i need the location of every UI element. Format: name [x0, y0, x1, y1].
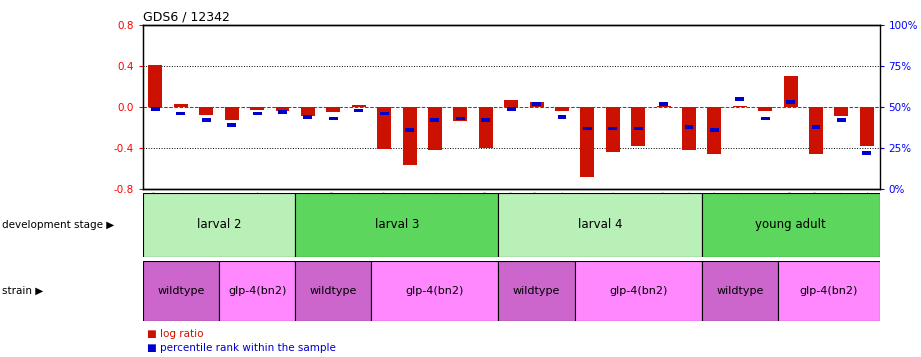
- Bar: [702, 261, 778, 321]
- Text: ■ log ratio: ■ log ratio: [147, 329, 204, 339]
- Bar: [583, 127, 592, 130]
- Text: GDS6 / 12342: GDS6 / 12342: [143, 11, 229, 24]
- Bar: [530, 102, 543, 107]
- Text: development stage ▶: development stage ▶: [2, 220, 114, 230]
- Bar: [862, 151, 871, 155]
- Text: young adult: young adult: [755, 218, 826, 231]
- Bar: [758, 107, 772, 111]
- Bar: [657, 106, 670, 107]
- Text: glp-4(bn2): glp-4(bn2): [406, 286, 464, 296]
- Bar: [379, 112, 389, 115]
- Bar: [296, 261, 371, 321]
- Bar: [252, 112, 262, 115]
- Bar: [735, 97, 744, 101]
- Bar: [761, 117, 770, 120]
- Bar: [143, 193, 296, 257]
- Bar: [479, 107, 493, 148]
- Bar: [504, 100, 519, 107]
- Bar: [430, 119, 439, 122]
- Bar: [402, 107, 416, 165]
- Text: ■ percentile rank within the sample: ■ percentile rank within the sample: [147, 343, 336, 353]
- Bar: [659, 102, 668, 106]
- Bar: [453, 107, 467, 121]
- Text: glp-4(bn2): glp-4(bn2): [609, 286, 668, 296]
- Bar: [202, 119, 211, 122]
- Bar: [580, 107, 594, 177]
- Bar: [809, 107, 823, 154]
- Bar: [177, 112, 185, 115]
- Bar: [303, 115, 312, 119]
- Text: larval 2: larval 2: [197, 218, 241, 231]
- Bar: [555, 107, 569, 111]
- Bar: [498, 193, 702, 257]
- Bar: [634, 127, 643, 130]
- Bar: [532, 102, 541, 106]
- Text: wildtype: wildtype: [309, 286, 357, 296]
- Bar: [151, 107, 160, 111]
- Bar: [575, 261, 702, 321]
- Text: wildtype: wildtype: [513, 286, 560, 296]
- Bar: [631, 107, 646, 146]
- Bar: [784, 76, 798, 107]
- Text: larval 4: larval 4: [577, 218, 623, 231]
- Bar: [296, 193, 498, 257]
- Bar: [352, 105, 366, 107]
- Bar: [778, 261, 880, 321]
- Bar: [834, 107, 848, 116]
- Bar: [811, 125, 821, 129]
- Bar: [557, 115, 566, 119]
- Text: glp-4(bn2): glp-4(bn2): [799, 286, 858, 296]
- Text: wildtype: wildtype: [717, 286, 764, 296]
- Bar: [301, 107, 315, 116]
- Text: larval 3: larval 3: [375, 218, 419, 231]
- Bar: [199, 107, 214, 115]
- Bar: [377, 107, 391, 149]
- Text: strain ▶: strain ▶: [2, 286, 43, 296]
- Bar: [606, 107, 620, 152]
- Bar: [428, 107, 442, 150]
- Bar: [456, 117, 465, 120]
- Text: glp-4(bn2): glp-4(bn2): [227, 286, 286, 296]
- Bar: [219, 261, 296, 321]
- Bar: [498, 261, 575, 321]
- Bar: [326, 107, 340, 112]
- Bar: [278, 110, 287, 114]
- Bar: [482, 119, 490, 122]
- Bar: [860, 107, 874, 146]
- Bar: [837, 119, 845, 122]
- Bar: [707, 107, 721, 154]
- Bar: [609, 127, 617, 130]
- Bar: [251, 107, 264, 110]
- Bar: [787, 100, 795, 104]
- Bar: [733, 106, 747, 107]
- Bar: [329, 117, 338, 120]
- Bar: [355, 109, 363, 112]
- Bar: [148, 65, 162, 107]
- Text: wildtype: wildtype: [157, 286, 204, 296]
- Bar: [143, 261, 219, 321]
- Bar: [684, 125, 694, 129]
- Bar: [702, 193, 880, 257]
- Bar: [405, 128, 414, 132]
- Bar: [507, 107, 516, 111]
- Bar: [174, 104, 188, 107]
- Bar: [371, 261, 498, 321]
- Bar: [227, 124, 236, 127]
- Bar: [275, 107, 289, 111]
- Bar: [682, 107, 696, 150]
- Bar: [225, 107, 239, 120]
- Bar: [710, 128, 719, 132]
